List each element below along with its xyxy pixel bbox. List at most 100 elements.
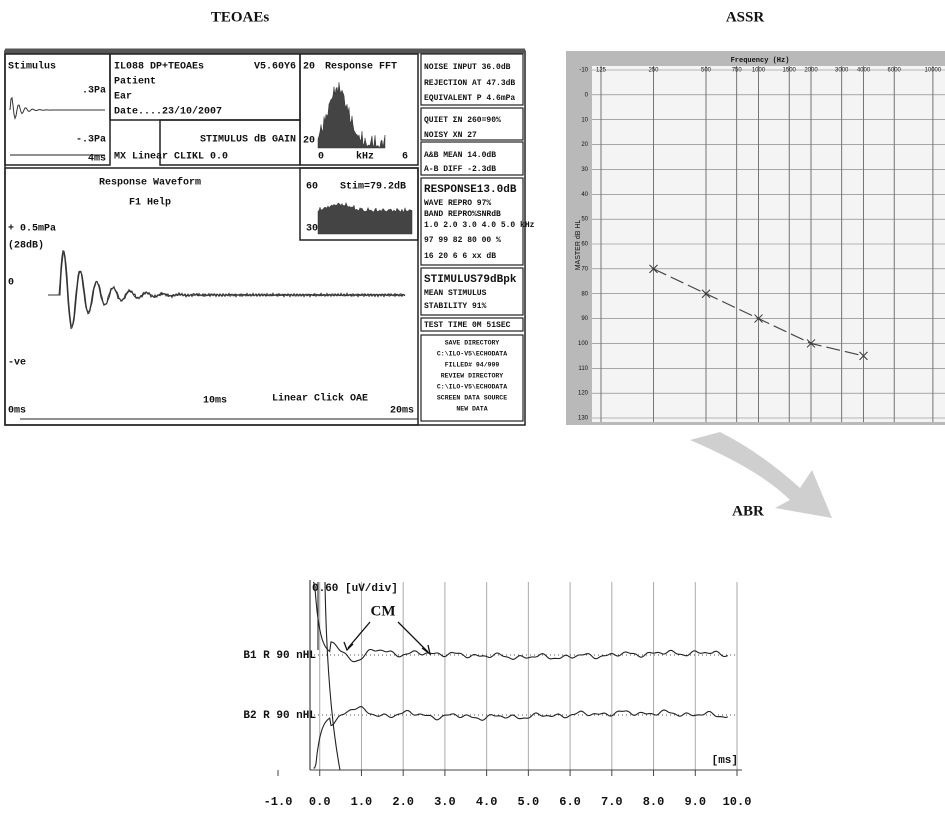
fft-x-end: 6 [402, 152, 408, 163]
side-line: SCREEN DATA SOURCE [437, 395, 507, 402]
waveform-scale: + 0.5mPa [8, 224, 56, 235]
side-line: BAND REPRO%SNRdB [424, 210, 501, 219]
abr-x-tick: 8.0 [643, 795, 665, 809]
fft-top: 20 [303, 62, 315, 73]
abr-x-tick: 10.0 [723, 795, 752, 809]
side-line: 16 20 6 6 xx dB [424, 252, 496, 261]
assr-y-tick: 10 [581, 117, 588, 123]
stim-label: Stim=79.2dB [340, 181, 406, 193]
abr-artifact [318, 582, 340, 770]
assr-y-tick: 80 [581, 291, 588, 297]
fft-bottom: 20 [303, 136, 315, 147]
abr-x-tick: 6.0 [559, 795, 581, 809]
abr-trace [314, 707, 728, 768]
waveform-zero: 0 [8, 278, 14, 289]
assr-x-tick: 1000 [752, 68, 766, 74]
abr-x-tick: 5.0 [518, 795, 540, 809]
assr-y-tick: 120 [578, 391, 589, 397]
side-line: STABILITY 91% [424, 302, 487, 311]
abr-annotation: CM [371, 603, 396, 619]
side-line: WAVE REPRO 97% [424, 199, 491, 208]
stimulus-label: Stimulus [8, 61, 56, 73]
header-line: IL088 DP+TEOAEs [114, 62, 204, 73]
abr-title: ABR [732, 503, 764, 519]
abr-x-tick: 7.0 [601, 795, 623, 809]
side-line: STIMULUS79dBpk [424, 274, 517, 286]
abr-trace-label: B1 R 90 nHL [243, 650, 316, 662]
assr-y-tick: 130 [578, 416, 589, 422]
fft-x-unit: kHz [356, 151, 374, 163]
assr-y-tick: 30 [581, 167, 588, 173]
assr-x-tick: 3000 [835, 68, 849, 74]
assr-y-tick: 40 [581, 192, 588, 198]
fft-title: Response FFT [325, 62, 397, 73]
gain-values: MX Linear CLIKL 0.0 [114, 151, 228, 163]
waveform-x-mid: 10ms [203, 396, 227, 407]
abr-x-tick: -1.0 [264, 795, 293, 809]
side-line: RESPONSE13.0dB [424, 184, 517, 196]
side-line: REVIEW DIRECTORY [441, 373, 504, 380]
side-line: A-B DIFF -2.3dB [424, 165, 496, 174]
side-line: NOISY XN 27 [424, 131, 477, 140]
waveform-help: F1 Help [129, 197, 171, 209]
assr-x-tick: 4000 [857, 68, 871, 74]
side-line: NOISE INPUT 36.0dB [424, 63, 511, 72]
stimulus-top: .3Pa [82, 86, 106, 97]
assr-x-label: Frequency (Hz) [731, 57, 790, 65]
abr-x-tick: 0.0 [309, 795, 331, 809]
assr-x-tick: 10000 [925, 68, 942, 74]
waveform-neg: -ve [8, 358, 26, 369]
abr-unit: [ms] [712, 755, 738, 767]
side-line: QUIET ΣN 260=90% [424, 116, 501, 125]
assr-y-tick: 90 [581, 316, 588, 322]
side-line: REJECTION AT 47.3dB [424, 79, 515, 88]
abr-x-tick: 1.0 [351, 795, 373, 809]
assr-y-tick: -10 [579, 68, 588, 74]
assr-x-tick: 2000 [804, 68, 818, 74]
assr-x-tick: 250 [648, 68, 659, 74]
assr-y-label: MASTER dB HL [575, 220, 582, 271]
assr-y-tick: 50 [581, 217, 588, 223]
abr-x-tick: 3.0 [434, 795, 456, 809]
side-line: MEAN STIMULUS [424, 289, 487, 298]
side-line: FILLED# 94/999 [445, 362, 500, 369]
side-line: NEW DATA [456, 406, 487, 413]
side-line: C:\ILO-V5\ECHODATA [437, 384, 507, 391]
header-line: Patient [114, 76, 156, 88]
side-line: A&B MEAN 14.0dB [424, 151, 496, 160]
assr-y-tick: 70 [581, 266, 588, 272]
assr-x-tick: 750 [732, 68, 743, 74]
figure: TEOAEs ASSR ABR Stimulus.3Pa-.3Pa4msIL08… [0, 0, 945, 817]
assr-y-tick: 110 [578, 366, 588, 372]
side-line: 97 99 82 80 00 % [424, 236, 501, 245]
waveform-mode: Linear Click OAE [272, 393, 368, 405]
gain-heading: STIMULUS dB GAIN [200, 134, 296, 146]
assr-x-tick: 500 [701, 68, 712, 74]
teoae-title: TEOAEs [211, 9, 270, 25]
abr-x-tick: 4.0 [476, 795, 498, 809]
abr-trace-label: B2 R 90 nHL [243, 710, 316, 722]
side-line: TEST TIME 0M 51SEC [424, 321, 511, 330]
assr-y-tick: 20 [581, 142, 588, 148]
annotation-arrow [348, 622, 428, 652]
assr-x-tick: 6000 [888, 68, 902, 74]
header-version: V5.60Y6 [254, 62, 296, 73]
waveform-title: Response Waveform [99, 177, 201, 189]
assr-title: ASSR [726, 9, 765, 25]
abr-x-tick: 2.0 [392, 795, 414, 809]
assr-x-tick: 125 [596, 68, 607, 74]
waveform-scale-db: (28dB) [8, 240, 44, 252]
side-line: C:\ILO-V5\ECHODATA [437, 351, 507, 358]
abr-x-tick: 9.0 [684, 795, 706, 809]
assr-x-tick: 1500 [783, 68, 797, 74]
header-line: Date....23/10/2007 [114, 106, 222, 118]
assr-y-tick: 60 [581, 242, 588, 248]
side-line: 1.0 2.0 3.0 4.0 5.0 kHz [424, 221, 535, 230]
waveform-x-start: 0ms [8, 406, 26, 417]
header-line: Ear [114, 92, 132, 103]
side-line: EQUIVALENT P 4.6mPa [424, 94, 515, 103]
waveform-x-end: 20ms [390, 406, 414, 417]
side-line: SAVE DIRECTORY [445, 340, 500, 347]
assr-y-tick: 100 [578, 341, 589, 347]
stim-bottom: 30 [306, 224, 318, 235]
